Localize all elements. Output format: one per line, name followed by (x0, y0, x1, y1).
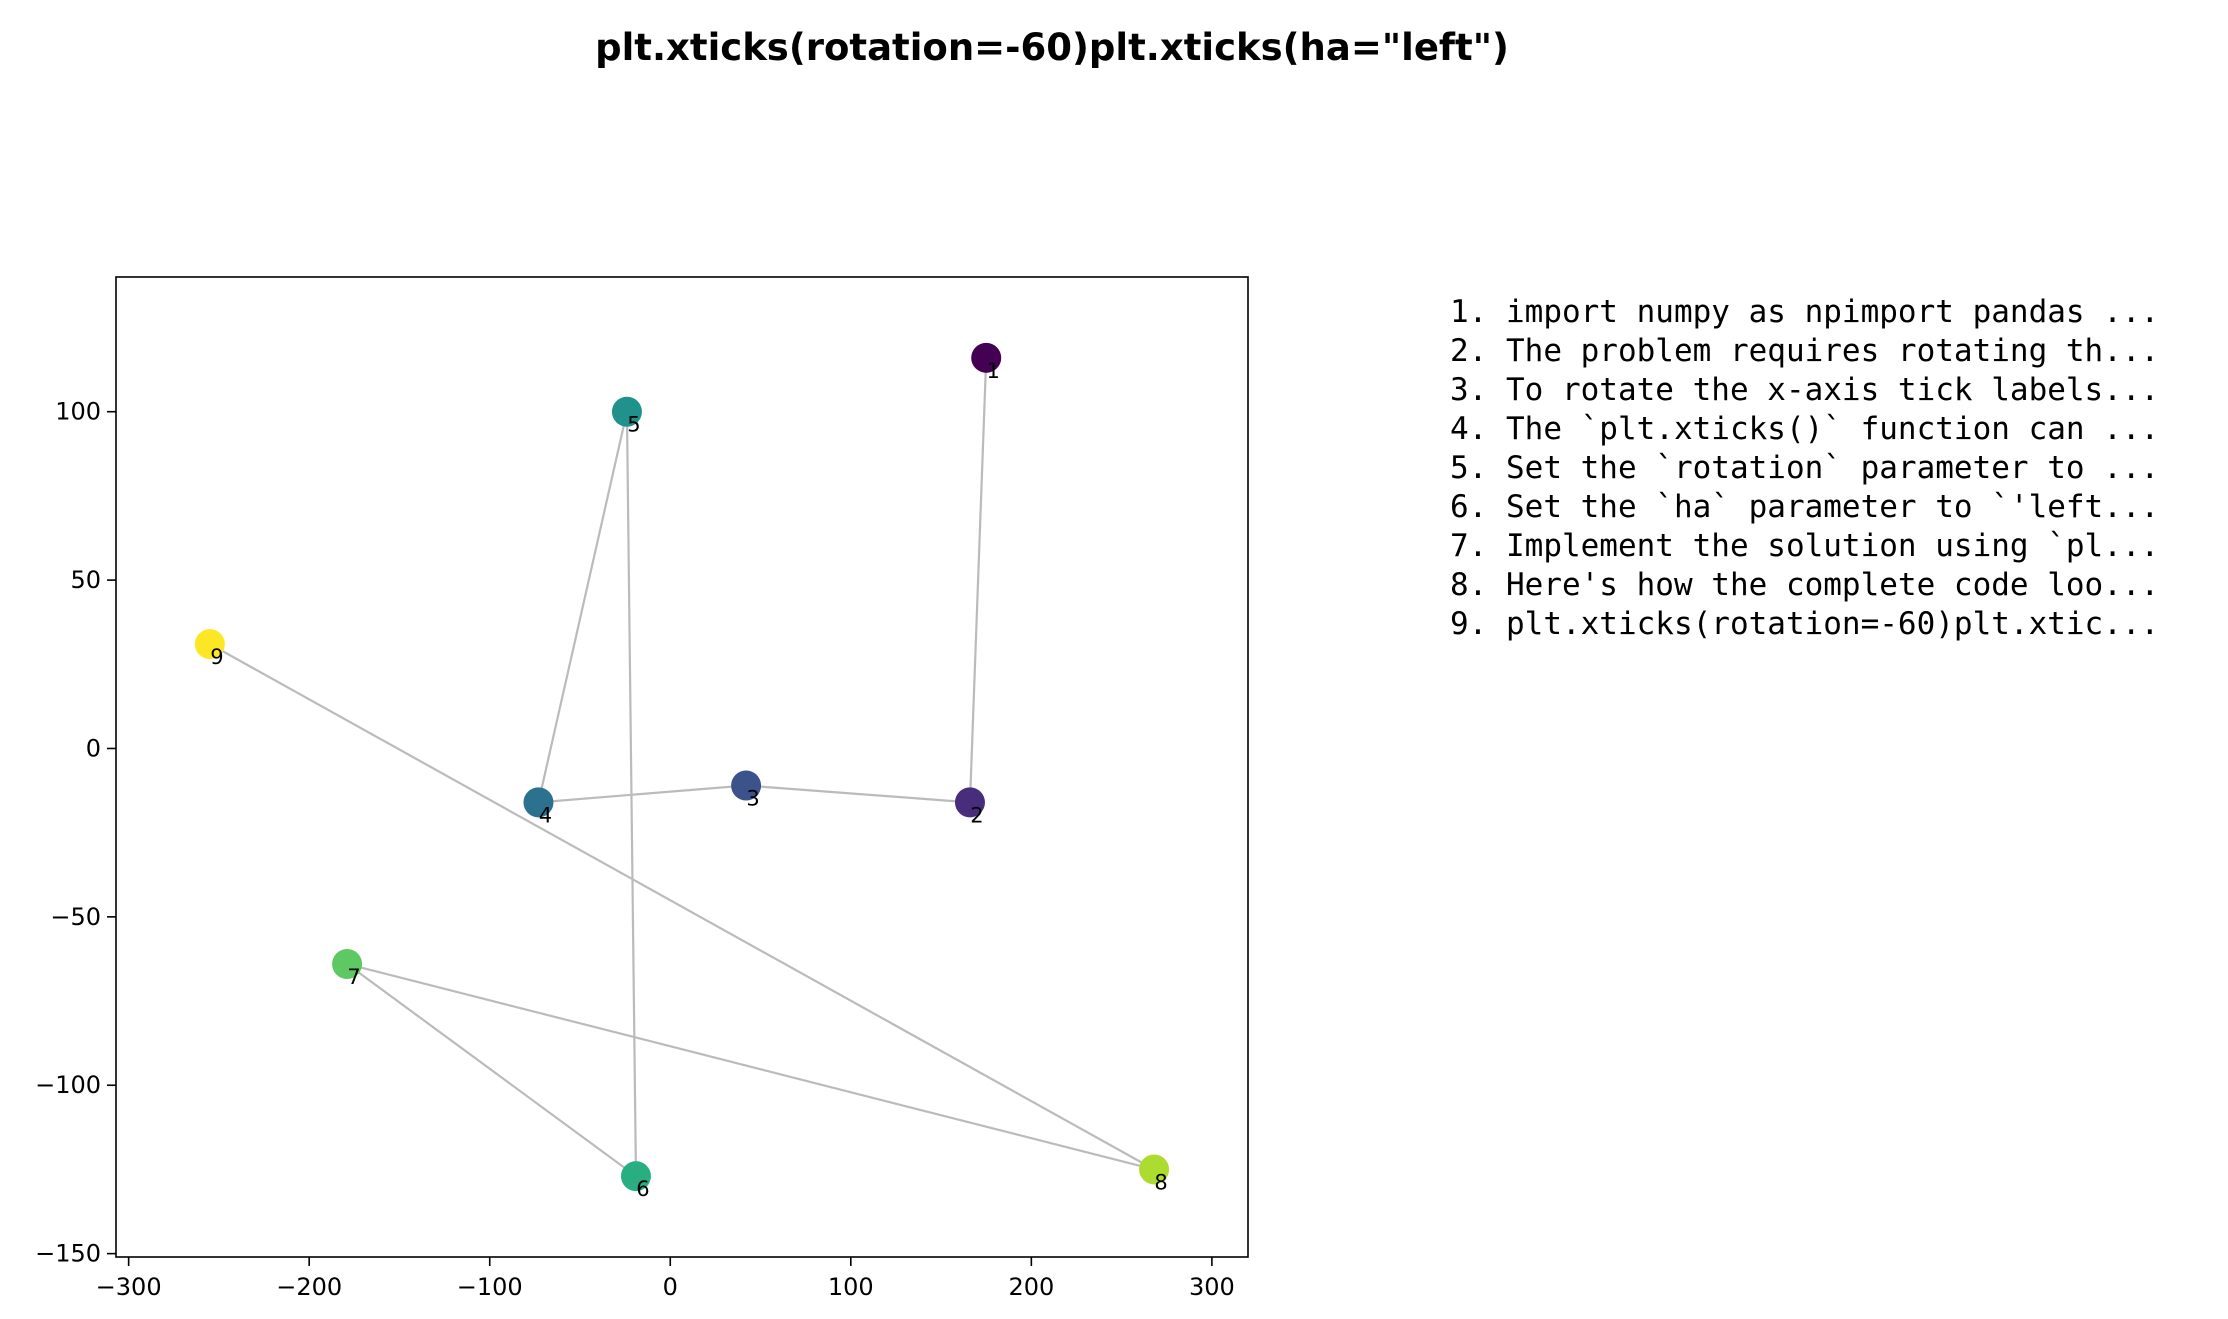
point-label-5: 5 (627, 413, 640, 437)
point-label-7: 7 (347, 965, 360, 989)
step-item: 9. plt.xticks(rotation=-60)plt.xtic... (1450, 606, 2159, 642)
step-item: 4. The `plt.xticks()` function can ... (1450, 411, 2159, 447)
data-point-9 (194, 629, 225, 660)
step-item: 5. Set the `rotation` parameter to ... (1450, 450, 2159, 486)
axes-frame (115, 276, 1249, 1258)
connector-line-4-5 (537, 411, 629, 803)
data-point-8 (1139, 1154, 1170, 1185)
step-item: 1. import numpy as npimport pandas ... (1450, 294, 2159, 330)
plot-area: 1 2 3 4 5 6 7 8 9 −300 −200 −100 0 100 200 300 −150 −10… (35, 276, 1249, 1301)
connector-line-7-8 (346, 962, 1155, 1171)
step-item: 7. Implement the solution using `pl... (1450, 528, 2159, 564)
data-point-2 (954, 787, 985, 818)
point-label-9: 9 (210, 645, 223, 669)
step-item: 3. To rotate the x-axis tick labels... (1450, 372, 2159, 408)
x-tick-label: 200 (1008, 1273, 1054, 1301)
y-tick-label: −150 (35, 1240, 101, 1268)
point-label-3: 3 (746, 787, 759, 811)
point-label-2: 2 (970, 803, 983, 827)
data-point-5 (611, 396, 642, 427)
y-tick-label: 100 (55, 398, 101, 426)
data-point-4 (523, 787, 554, 818)
data-point-7 (332, 949, 363, 980)
connector-line-1-2 (968, 357, 988, 803)
data-point-6 (620, 1161, 651, 1192)
data-point-3 (731, 770, 762, 801)
x-tick-label: 0 (663, 1273, 678, 1301)
connecting-lines (209, 357, 1155, 1178)
y-tick-label: −50 (50, 903, 101, 931)
connector-line-2-3 (746, 784, 971, 804)
connector-line-6-7 (346, 963, 637, 1178)
point-label-6: 6 (636, 1177, 649, 1201)
x-tick-label: −200 (276, 1273, 342, 1301)
data-points (194, 342, 1170, 1192)
y-axis: −150 −100 −50 0 50 100 (35, 398, 116, 1268)
chart-title: plt.xticks(rotation=-60)plt.xticks(ha="l… (595, 26, 1509, 69)
connector-line-5-6 (625, 411, 638, 1177)
y-tick-label: −100 (35, 1071, 101, 1099)
x-tick-label: −300 (96, 1273, 162, 1301)
x-axis: −300 −200 −100 0 100 200 300 (96, 1257, 1235, 1301)
connector-line-8-9 (209, 643, 1155, 1171)
y-tick-label: 0 (86, 734, 101, 762)
x-tick-label: 100 (828, 1273, 874, 1301)
step-item: 8. Here's how the complete code loo... (1450, 567, 2159, 603)
steps-list: 1. import numpy as npimport pandas ...2.… (1450, 294, 2159, 642)
y-tick-label: 50 (70, 566, 101, 594)
point-labels: 1 2 3 4 5 6 7 8 9 (210, 359, 1168, 1201)
point-label-4: 4 (539, 803, 552, 827)
connector-line-3-4 (538, 784, 747, 804)
data-point-1 (971, 342, 1002, 373)
point-label-8: 8 (1154, 1170, 1167, 1194)
x-tick-label: 300 (1189, 1273, 1235, 1301)
step-item: 2. The problem requires rotating th... (1450, 333, 2159, 369)
x-tick-label: −100 (457, 1273, 523, 1301)
step-item: 6. Set the `ha` parameter to `'left... (1450, 489, 2159, 525)
point-label-1: 1 (987, 359, 1000, 383)
